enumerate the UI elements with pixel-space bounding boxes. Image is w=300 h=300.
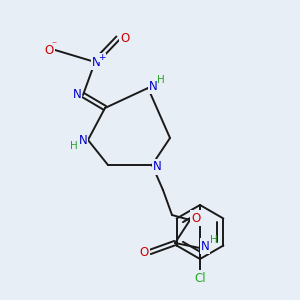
Text: +: + [98, 52, 106, 62]
Text: N: N [148, 80, 158, 92]
Text: H: H [210, 235, 218, 245]
Text: N: N [73, 88, 81, 101]
Text: O: O [191, 212, 201, 224]
Text: ⁻: ⁻ [51, 40, 57, 50]
Text: O: O [120, 32, 130, 44]
Text: H: H [70, 141, 78, 151]
Text: N: N [153, 160, 161, 173]
Text: O: O [44, 44, 54, 56]
Text: H: H [157, 75, 165, 85]
Text: N: N [201, 239, 209, 253]
Text: O: O [140, 245, 148, 259]
Text: N: N [79, 134, 87, 146]
Text: N: N [92, 56, 100, 68]
Text: Cl: Cl [194, 272, 206, 284]
